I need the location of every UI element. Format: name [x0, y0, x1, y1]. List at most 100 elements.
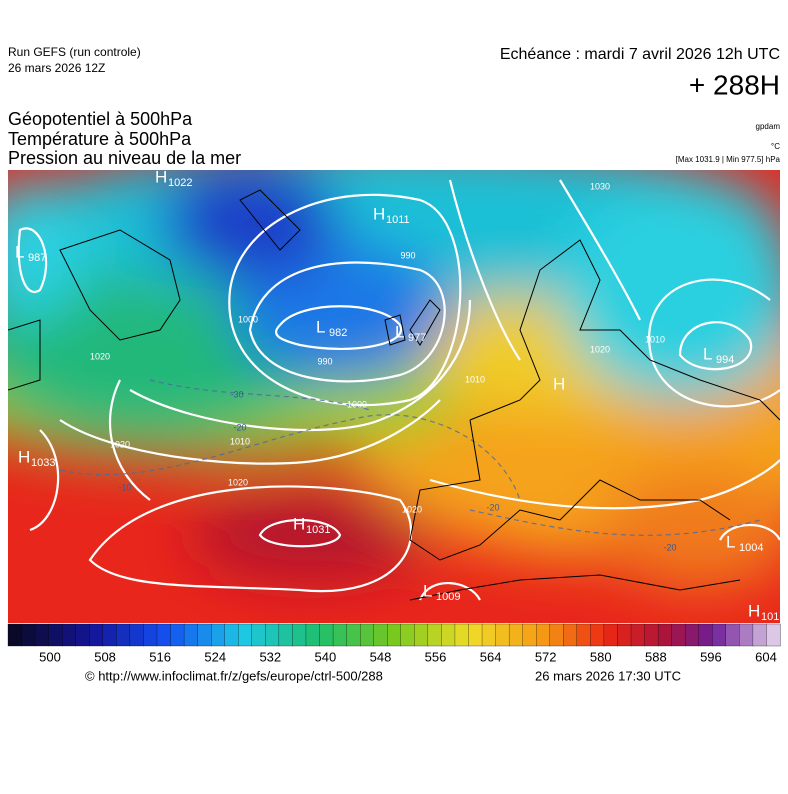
colorbar-label: 540: [315, 649, 337, 664]
colorbar-swatch: [197, 623, 212, 647]
colorbar-label: 572: [535, 649, 557, 664]
colorbar-swatch: [454, 623, 470, 647]
colorbar-swatch: [129, 623, 145, 647]
colorbar-swatch: [766, 623, 781, 647]
colorbar-swatch: [441, 623, 456, 647]
colorbar-swatch: [89, 623, 104, 647]
colorbar-swatch: [48, 623, 63, 647]
isobar-label: 1020: [402, 504, 422, 514]
colorbar-swatch: [685, 623, 700, 647]
colorbar-swatch: [373, 623, 388, 647]
colorbar-swatch: [346, 623, 361, 647]
center-value: 1033: [31, 457, 55, 469]
colorbar-swatch: [359, 623, 375, 647]
colorbar-swatch: [644, 623, 659, 647]
colorbar-swatch: [102, 623, 118, 647]
colorbar-swatch: [143, 623, 158, 647]
temperature-label: -20: [233, 422, 246, 432]
colorbar-label: 564: [480, 649, 502, 664]
colorbar-swatch: [400, 623, 415, 647]
isobar-label: 1010: [645, 334, 665, 344]
colorbar-swatch: [495, 623, 510, 647]
colorbar-swatch: [481, 623, 497, 647]
colorbar-label: 508: [94, 649, 116, 664]
colorbar-swatch: [712, 623, 727, 647]
colorbar-swatch: [224, 623, 239, 647]
isobar-label: 1010: [465, 374, 485, 384]
center-letter: L: [15, 242, 24, 261]
colorbar-swatch: [671, 623, 686, 647]
center-letter: H: [373, 204, 385, 223]
center-value: 1011: [386, 214, 410, 226]
colorbar-swatch: [536, 623, 551, 647]
colorbar-swatch: [508, 623, 524, 647]
colorbar-swatch: [563, 623, 578, 647]
isobar-label: 1020: [590, 344, 610, 354]
colorbar-swatch: [576, 623, 592, 647]
center-letter: H: [748, 601, 760, 620]
colorbar-swatch: [739, 623, 754, 647]
center-value: 982: [329, 327, 347, 339]
center-letter: H: [18, 447, 30, 466]
colorbar-label: 548: [370, 649, 392, 664]
center-value: 101: [761, 611, 779, 623]
footer-url: © http://www.infoclimat.fr/z/gefs/europe…: [85, 668, 383, 683]
colorbar-swatch: [319, 623, 334, 647]
colorbar-swatch: [278, 623, 294, 647]
colorbar-swatch: [427, 623, 443, 647]
center-value: 1022: [168, 177, 192, 189]
center-value: 977: [408, 332, 426, 344]
isobar-label: 990: [400, 250, 415, 260]
colorbar-label: 516: [149, 649, 171, 664]
isobar-label: 1020: [90, 351, 110, 361]
colorbar-label: 524: [204, 649, 226, 664]
colorbar-label: 580: [590, 649, 612, 664]
isobar-label: 1010: [230, 436, 250, 446]
center-letter: L: [726, 532, 735, 551]
center-letter: L: [423, 581, 432, 600]
colorbar-swatch: [305, 623, 321, 647]
echeance: Echéance : mardi 7 avril 2026 12h UTC: [500, 46, 780, 63]
colorbar-swatch: [156, 623, 172, 647]
center-letter: H: [293, 514, 305, 533]
isobar-label: 1030: [590, 181, 610, 191]
title-temperature: Température à 500hPa: [8, 129, 192, 149]
colorbar-label: 500: [39, 649, 61, 664]
offset: + 288H: [689, 69, 780, 100]
pressure-range: [Max 1031.9 | Min 977.5] hPa: [676, 155, 781, 164]
colorbar-swatch: [590, 623, 605, 647]
colorbar-swatch: [630, 623, 646, 647]
temperature-label: -10: [118, 482, 131, 492]
isobar-label: 1000: [347, 399, 367, 409]
colorbar-swatch: [414, 623, 429, 647]
isobar-label: 1020: [110, 439, 130, 449]
unit-gpdam: gpdam: [756, 122, 781, 131]
colorbar-swatch: [265, 623, 280, 647]
title-geopotential: Géopotentiel à 500hPa: [8, 109, 193, 129]
center-letter: L: [316, 317, 325, 336]
center-value: 1031: [306, 524, 330, 536]
map: [8, 170, 780, 623]
temperature-label: -20: [486, 502, 499, 512]
colorbar-swatch: [617, 623, 632, 647]
unit-celsius: °C: [771, 142, 780, 151]
colorbar-swatch: [657, 623, 673, 647]
colorbar-swatch: [170, 623, 185, 647]
colorbar-swatch: [211, 623, 226, 647]
colorbar-label: 556: [425, 649, 447, 664]
colorbar-swatch: [698, 623, 713, 647]
colorbar-swatch: [292, 623, 307, 647]
colorbar-swatch: [387, 623, 402, 647]
colorbar-swatch: [7, 623, 23, 647]
colorbar-label: 604: [755, 649, 777, 664]
colorbar-swatch: [116, 623, 131, 647]
colorbar-swatch: [251, 623, 266, 647]
colorbar-swatch: [603, 623, 619, 647]
contour-labels: 1010 1020 1000 990 1020 1020 1000 1010 1020 1030 9…: [90, 181, 677, 552]
colorbar-label: 596: [700, 649, 722, 664]
colorbar-swatch: [75, 623, 90, 647]
colorbar-swatch: [21, 623, 36, 647]
center-letter: H: [155, 167, 167, 186]
